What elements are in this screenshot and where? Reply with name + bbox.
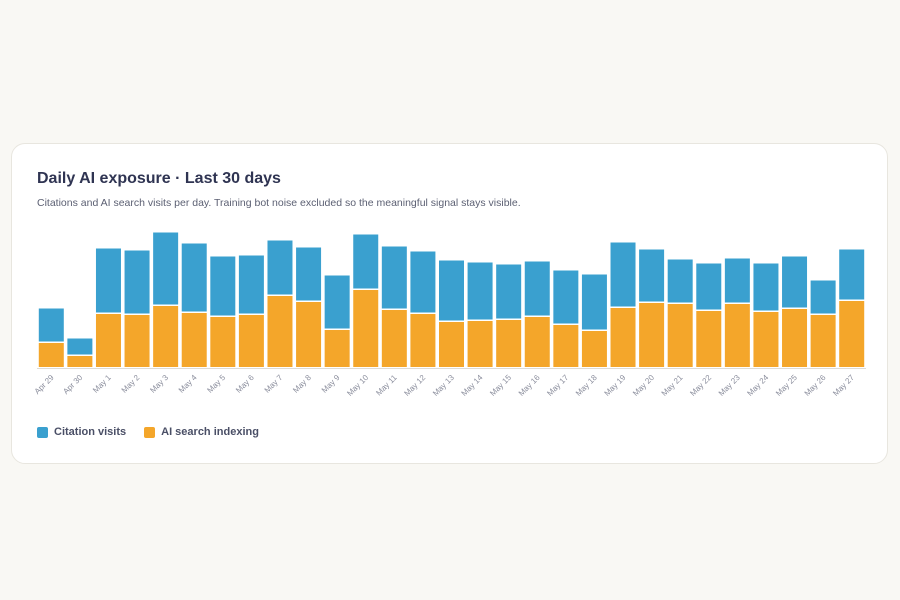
- x-tick-label: May 16: [517, 373, 542, 398]
- bar-ai-search-indexing[interactable]: [696, 311, 722, 367]
- bar-ai-search-indexing[interactable]: [381, 310, 407, 367]
- x-tick-label: May 14: [460, 373, 485, 398]
- x-tick-label: May 22: [688, 373, 713, 398]
- bar-citation-visits[interactable]: [610, 242, 636, 307]
- bar-ai-search-indexing[interactable]: [210, 317, 236, 367]
- x-tick-label: May 3: [148, 373, 170, 395]
- bar-citation-visits[interactable]: [95, 248, 121, 313]
- bar-citation-visits[interactable]: [753, 263, 779, 311]
- x-tick-label: May 2: [120, 373, 142, 395]
- bar-citation-visits[interactable]: [839, 249, 865, 300]
- bar-citation-visits[interactable]: [153, 232, 179, 305]
- bar-ai-search-indexing[interactable]: [38, 343, 64, 367]
- x-tick-label: May 6: [234, 373, 256, 395]
- bar-ai-search-indexing[interactable]: [724, 304, 750, 367]
- legend-swatch-indexing: [144, 426, 156, 438]
- x-tick-label: May 8: [291, 373, 313, 395]
- x-tick-label: May 15: [488, 373, 513, 398]
- bar-ai-search-indexing[interactable]: [467, 321, 493, 367]
- chart-legend: Citation visits AI search indexing: [37, 426, 259, 438]
- chart-title: Daily AI exposure · Last 30 days: [37, 170, 281, 187]
- x-tick-label: May 23: [717, 373, 742, 398]
- x-tick-label: May 20: [631, 373, 656, 398]
- bar-citation-visits[interactable]: [439, 260, 464, 321]
- bar-ai-search-indexing[interactable]: [639, 303, 665, 367]
- x-tick-label: May 19: [603, 373, 628, 398]
- x-tick-label: May 11: [374, 373, 399, 398]
- bar-ai-search-indexing[interactable]: [553, 325, 579, 367]
- x-tick-label: May 9: [320, 373, 342, 395]
- bar-ai-search-indexing[interactable]: [124, 315, 150, 367]
- x-tick-label: May 7: [263, 373, 285, 395]
- bar-ai-search-indexing[interactable]: [753, 312, 779, 367]
- bar-citation-visits[interactable]: [639, 249, 665, 302]
- bar-ai-search-indexing[interactable]: [95, 314, 121, 367]
- bar-ai-search-indexing[interactable]: [267, 296, 293, 367]
- bar-citation-visits[interactable]: [724, 258, 750, 303]
- legend-item-ai-search-indexing[interactable]: AI search indexing: [144, 426, 259, 438]
- bar-citation-visits[interactable]: [353, 234, 379, 289]
- bar-ai-search-indexing[interactable]: [439, 322, 464, 367]
- bar-ai-search-indexing[interactable]: [153, 306, 179, 367]
- bar-ai-search-indexing[interactable]: [410, 314, 436, 367]
- x-tick-label: May 26: [803, 373, 828, 398]
- x-tick-label: May 24: [745, 373, 770, 398]
- bar-citation-visits[interactable]: [67, 338, 93, 355]
- x-tick-label: May 21: [660, 373, 685, 398]
- legend-label-indexing: AI search indexing: [161, 426, 259, 438]
- x-tick-label: May 10: [345, 373, 370, 398]
- bar-ai-search-indexing[interactable]: [324, 330, 350, 367]
- bar-citation-visits[interactable]: [267, 240, 293, 295]
- legend-swatch-citation: [37, 426, 48, 438]
- x-tick-label: May 13: [431, 373, 456, 398]
- bar-citation-visits[interactable]: [581, 274, 607, 330]
- x-tick-label: May 1: [91, 373, 113, 395]
- x-tick-label: May 17: [545, 373, 570, 398]
- bar-ai-search-indexing[interactable]: [296, 302, 322, 367]
- chart-subtitle: Citations and AI search visits per day. …: [37, 197, 521, 209]
- bar-citation-visits[interactable]: [467, 262, 493, 320]
- legend-item-citation-visits[interactable]: Citation visits: [37, 426, 126, 438]
- bar-citation-visits[interactable]: [381, 246, 407, 309]
- bar-citation-visits[interactable]: [296, 247, 322, 301]
- bar-ai-search-indexing[interactable]: [667, 304, 693, 367]
- bar-citation-visits[interactable]: [181, 243, 207, 312]
- bar-ai-search-indexing[interactable]: [524, 317, 550, 367]
- bar-citation-visits[interactable]: [696, 263, 722, 310]
- bar-citation-visits[interactable]: [810, 280, 836, 314]
- x-tick-label: May 25: [774, 373, 799, 398]
- bar-citation-visits[interactable]: [210, 256, 236, 316]
- bar-ai-search-indexing[interactable]: [581, 331, 607, 367]
- chart-card: Daily AI exposure · Last 30 days Citatio…: [11, 143, 888, 464]
- bar-ai-search-indexing[interactable]: [181, 313, 207, 367]
- bar-citation-visits[interactable]: [496, 264, 522, 319]
- x-tick-label: Apr 29: [33, 373, 56, 396]
- x-tick-label: Apr 30: [61, 373, 84, 396]
- x-tick-label: May 5: [205, 373, 227, 395]
- bar-ai-search-indexing[interactable]: [67, 356, 93, 367]
- bar-ai-search-indexing[interactable]: [782, 309, 808, 367]
- bar-citation-visits[interactable]: [238, 255, 264, 314]
- bar-citation-visits[interactable]: [667, 259, 693, 303]
- stacked-bar-chart: Apr 29 Apr 30 May 1 May 2 May 3 May 4 May 5 May…: [33, 232, 866, 398]
- bar-citation-visits[interactable]: [782, 256, 808, 308]
- bar-ai-search-indexing[interactable]: [496, 320, 522, 367]
- legend-label-citation: Citation visits: [54, 426, 127, 438]
- x-tick-label: May 4: [177, 373, 199, 395]
- bar-ai-search-indexing[interactable]: [810, 315, 836, 367]
- bar-ai-search-indexing[interactable]: [353, 290, 379, 367]
- bar-citation-visits[interactable]: [553, 270, 579, 324]
- x-tick-label: May 12: [402, 373, 427, 398]
- bar-citation-visits[interactable]: [410, 251, 436, 313]
- x-tick-label: May 27: [831, 373, 856, 398]
- bar-citation-visits[interactable]: [324, 275, 350, 329]
- bar-citation-visits[interactable]: [524, 261, 550, 316]
- x-tick-label: May 18: [574, 373, 599, 398]
- bar-ai-search-indexing[interactable]: [238, 315, 264, 367]
- bar-ai-search-indexing[interactable]: [839, 301, 865, 367]
- bar-ai-search-indexing[interactable]: [610, 308, 636, 367]
- bar-citation-visits[interactable]: [124, 250, 150, 314]
- bar-citation-visits[interactable]: [38, 308, 64, 342]
